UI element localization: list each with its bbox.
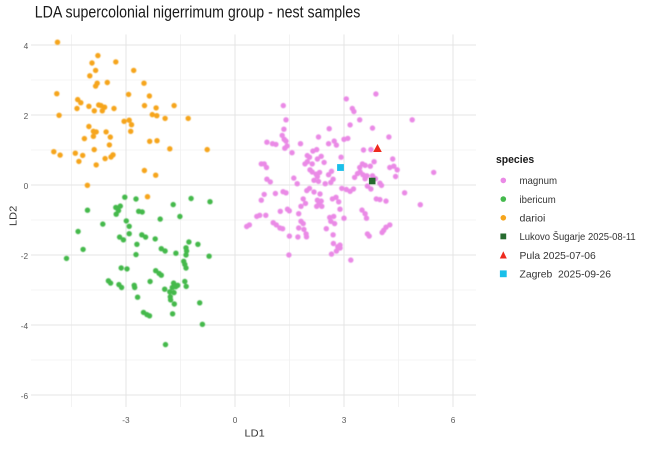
svg-text:Zagreb 2025-09-26: Zagreb 2025-09-26	[520, 270, 612, 281]
svg-text:0: 0	[233, 415, 238, 425]
svg-text:-4: -4	[21, 321, 29, 331]
svg-text:ibericum: ibericum	[520, 195, 556, 206]
svg-text:LD1: LD1	[245, 428, 266, 439]
svg-text:2: 2	[24, 111, 29, 121]
svg-text:4: 4	[24, 41, 29, 51]
svg-text:LDA supercolonial nigerrimum g: LDA supercolonial nigerrimum group - nes…	[35, 2, 361, 21]
svg-text:Pula 2025-07-06: Pula 2025-07-06	[520, 251, 596, 262]
svg-text:6: 6	[451, 415, 456, 425]
svg-text:species: species	[496, 154, 534, 166]
svg-text:-2: -2	[21, 251, 29, 261]
svg-text:LD2: LD2	[9, 205, 20, 226]
svg-text:-3: -3	[122, 415, 130, 425]
svg-text:3: 3	[342, 415, 347, 425]
svg-text:0: 0	[24, 181, 29, 191]
svg-text:darioi: darioi	[520, 214, 546, 225]
svg-text:magnum: magnum	[520, 176, 558, 187]
svg-text:Lukovo Šugarje 2025-08-11: Lukovo Šugarje 2025-08-11	[520, 230, 636, 243]
svg-text:-6: -6	[21, 391, 29, 401]
